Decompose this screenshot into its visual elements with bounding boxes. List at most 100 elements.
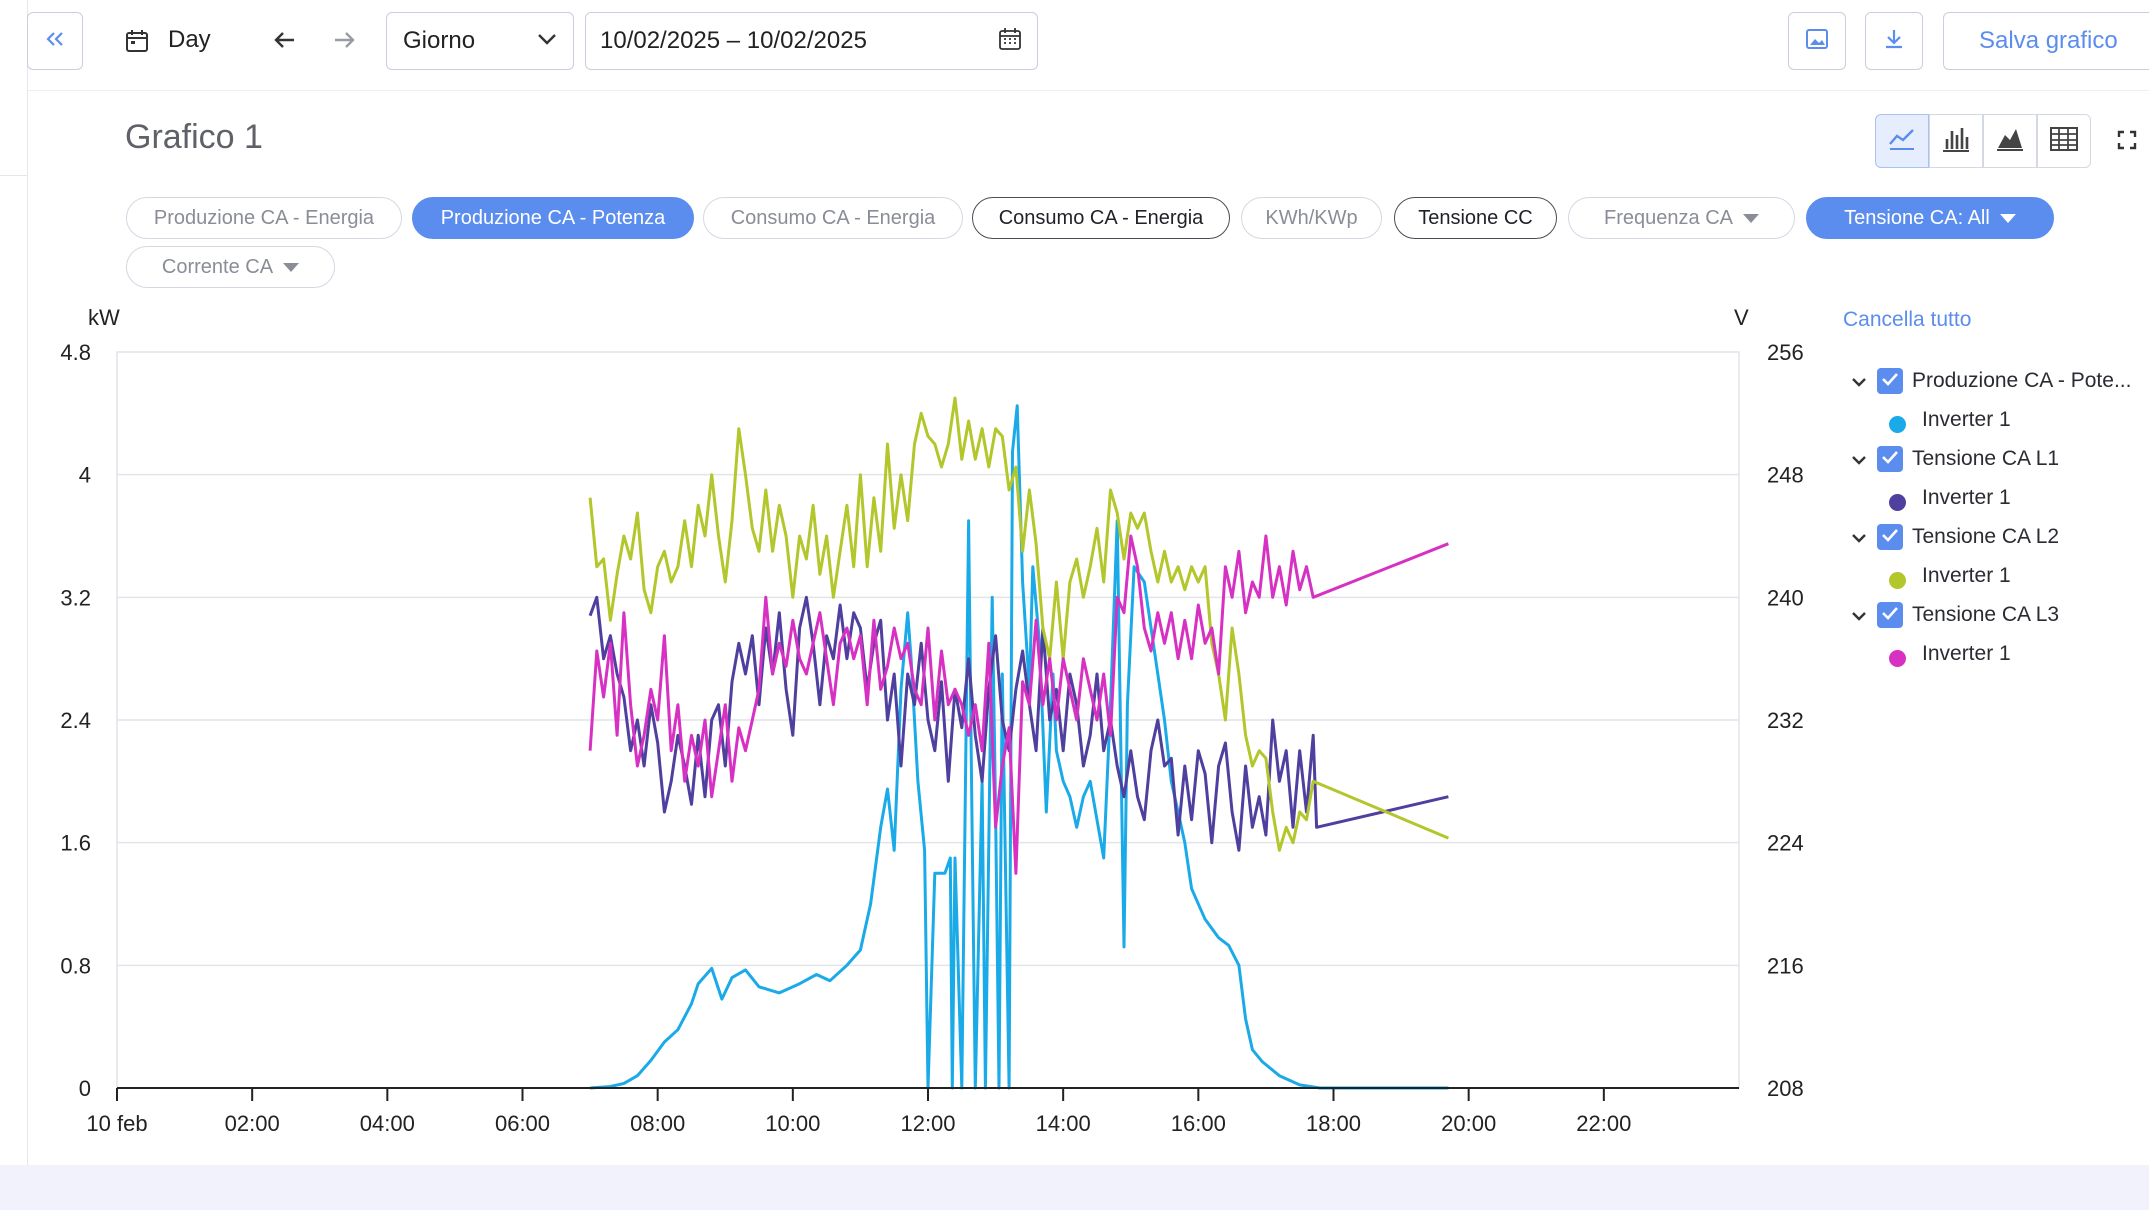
legend-item-label[interactable]: Inverter 1 [1922,642,2011,665]
chevron-down-icon[interactable] [1851,375,1867,393]
previous-period-button[interactable] [272,27,298,58]
chart-axes: 0 208 0.8 216 1.6 224 2.4 232 3.2 240 4 248 4.8 256 kW… [60,305,1803,1136]
fullscreen-button[interactable] [2117,130,2137,155]
legend-series-label: Tensione CA L3 [1912,603,2060,626]
bottom-band [0,1165,2149,1210]
x-tick-label: 10:00 [765,1111,820,1136]
right-axis-unit: V [1734,305,1749,330]
x-tick-label: 10 feb [86,1111,147,1136]
right-tick-label: 232 [1767,708,1804,733]
collapse-sidebar-button[interactable] [27,12,83,70]
series-line-2 [588,595,1449,852]
left-tick-label: 4.8 [60,340,91,365]
legend-checkbox[interactable] [1877,602,1903,628]
legend-item-label[interactable]: Inverter 1 [1922,486,2011,509]
x-tick-label: 12:00 [900,1111,955,1136]
left-tick-label: 2.4 [60,708,91,733]
line-chart: 0 208 0.8 216 1.6 224 2.4 232 3.2 240 4 248 4.8 256 kW… [60,305,1803,1136]
left-tick-label: 0.8 [60,953,91,978]
date-range-field[interactable]: 10/02/2025 – 10/02/2025 [585,12,1038,70]
chip-label: Frequenza CA [1604,206,1733,229]
chart-title: Grafico 1 [125,118,263,156]
chevron-down-icon [537,32,557,50]
series-line-4 [588,534,1449,875]
x-tick-label: 06:00 [495,1111,550,1136]
save-chart-button[interactable]: Salva grafico [1943,12,2149,70]
chip-label: Corrente CA [161,255,274,278]
left-axis-unit: kW [88,305,120,330]
chip-label: Produzione CA - Energia [153,206,375,229]
chip-label: Consumo CA - Energia [730,206,936,229]
table-icon [2049,126,2079,157]
area-chart-icon [1995,126,2025,157]
caret-down-icon [283,262,300,272]
chip-produzione-potenza[interactable]: Produzione CA - Potenza [412,197,694,239]
chevron-down-icon[interactable] [1851,609,1867,627]
right-tick-label: 208 [1767,1076,1804,1101]
caret-down-icon [1742,213,1759,223]
download-icon [1882,27,1906,56]
bar-chart-icon [1941,125,1971,158]
legend-series-label: Produzione CA - Pote... [1912,369,2132,392]
chip-tensione-cc[interactable]: Tensione CC [1394,197,1557,239]
chip-kwh-kwp[interactable]: KWh/KWp [1241,197,1382,239]
right-tick-label: 256 [1767,340,1804,365]
fullscreen-icon [2117,130,2137,154]
left-tick-label: 3.2 [60,585,91,610]
chip-frequenza-ca[interactable]: Frequenza CA [1568,197,1795,239]
caret-down-icon [1999,213,2016,223]
line-chart-icon [1887,126,1917,157]
legend-checkbox[interactable] [1877,524,1903,550]
legend-series-label: Tensione CA L1 [1912,447,2060,470]
export-image-button[interactable] [1788,12,1846,70]
date-range-value: 10/02/2025 – 10/02/2025 [600,27,867,54]
bar-chart-button[interactable] [1929,114,1983,168]
save-chart-label: Salva grafico [1979,27,2118,54]
check-icon [1881,450,1899,469]
legend-checkbox[interactable] [1877,368,1903,394]
calendar-grid-icon[interactable] [997,26,1023,57]
legend-item-label[interactable]: Inverter 1 [1922,408,2011,431]
series-line-3 [588,396,1449,852]
chip-produzione-energia[interactable]: Produzione CA - Energia [126,197,402,239]
next-period-button[interactable] [331,27,357,58]
left-panel-divider [0,175,27,176]
toolbar-divider [27,90,2149,91]
check-icon [1881,372,1899,391]
x-tick-label: 16:00 [1171,1111,1226,1136]
legend-color-dot [1889,494,1906,511]
right-tick-label: 240 [1767,585,1804,610]
legend-color-dot [1889,416,1906,433]
x-tick-label: 20:00 [1441,1111,1496,1136]
chip-label: KWh/KWp [1265,206,1358,229]
arrow-left-icon [272,32,298,57]
period-select-value: Giorno [403,27,476,54]
chevron-down-icon[interactable] [1851,531,1867,549]
line-chart-button[interactable] [1875,114,1929,168]
chip-consumo-energia[interactable]: Consumo CA - Energia [703,197,963,239]
download-button[interactable] [1865,12,1923,70]
check-icon [1881,528,1899,547]
chip-consumo-energia-2[interactable]: Consumo CA - Energia [972,197,1230,239]
chip-label: Consumo CA - Energia [998,206,1204,229]
area-chart-button[interactable] [1983,114,2037,168]
calendar-icon [124,28,150,59]
chevron-down-icon[interactable] [1851,453,1867,471]
x-tick-label: 22:00 [1576,1111,1631,1136]
left-tick-label: 0 [79,1076,91,1101]
clear-all-link[interactable]: Cancella tutto [1843,308,1972,331]
left-panel-border [27,0,28,1165]
chip-tensione-ca-all[interactable]: Tensione CA: All [1806,197,2054,239]
image-icon [1805,27,1829,56]
left-tick-label: 1.6 [60,831,91,856]
table-view-button[interactable] [2037,114,2091,168]
legend-checkbox[interactable] [1877,446,1903,472]
legend-color-dot [1889,650,1906,667]
chart-series [588,396,1449,1090]
legend-item-label[interactable]: Inverter 1 [1922,564,2011,587]
legend-color-dot [1889,572,1906,589]
chip-corrente-ca[interactable]: Corrente CA [126,246,335,288]
x-tick-label: 08:00 [630,1111,685,1136]
x-tick-label: 18:00 [1306,1111,1361,1136]
period-select[interactable]: Giorno [386,12,574,70]
